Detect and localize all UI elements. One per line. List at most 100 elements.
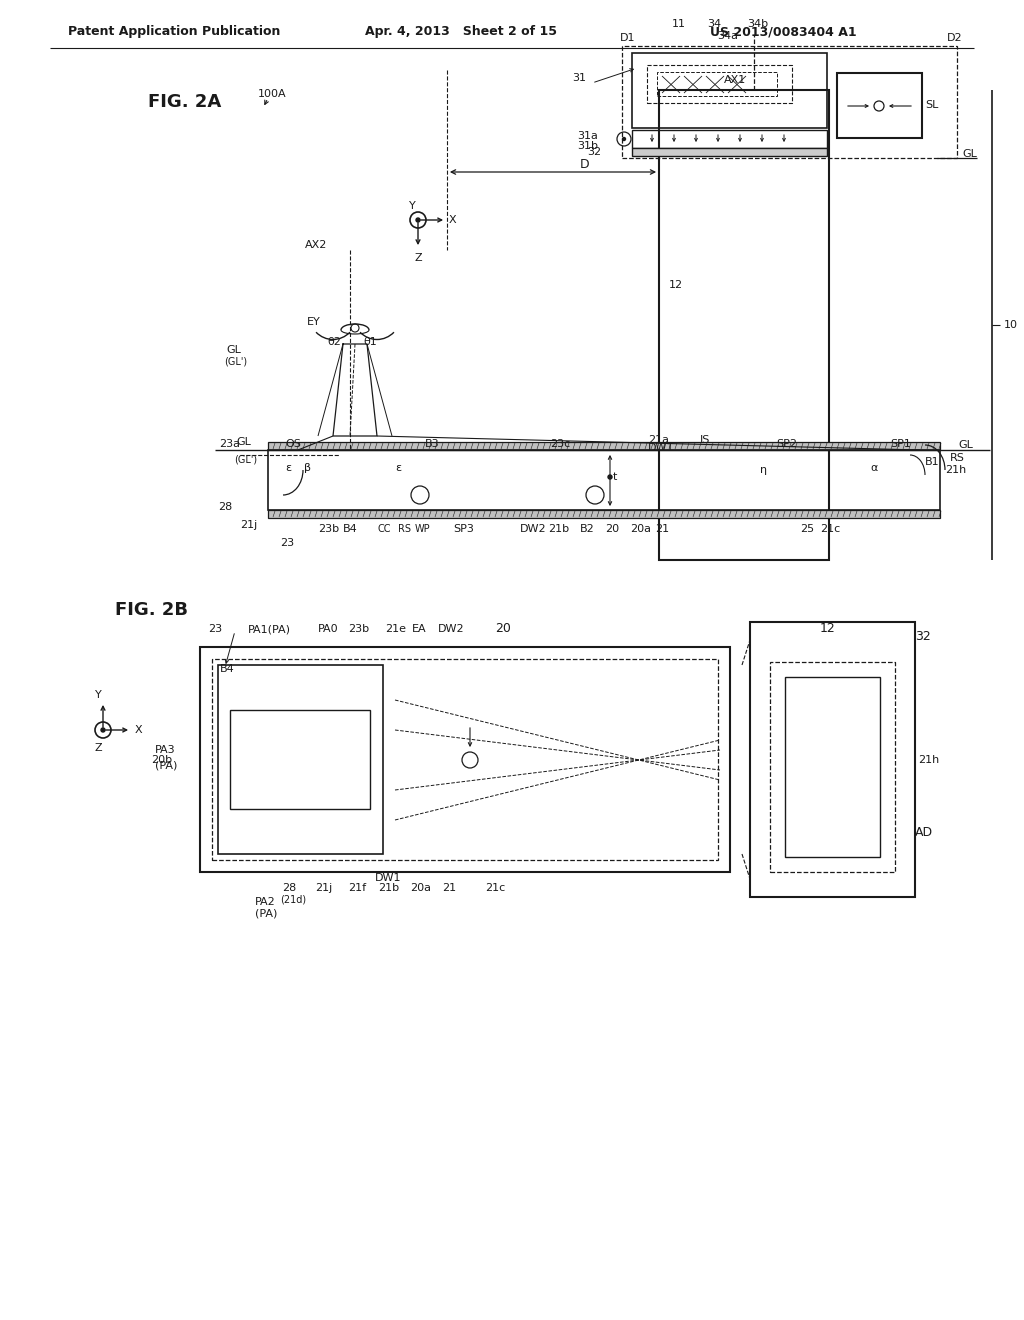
Text: 23b: 23b [318, 524, 339, 535]
Text: 28: 28 [282, 883, 296, 894]
Bar [632, 53, 827, 128]
Bar [200, 647, 730, 873]
Text: Z: Z [414, 253, 422, 263]
Text: B1: B1 [925, 457, 940, 467]
Text: SP3: SP3 [453, 524, 474, 535]
Text: GL: GL [226, 345, 241, 355]
Bar [268, 510, 940, 517]
Text: θ2: θ2 [327, 337, 341, 347]
Text: 23b: 23b [348, 624, 369, 634]
Bar [770, 663, 895, 873]
Text: (PA): (PA) [155, 760, 177, 770]
Circle shape [623, 137, 626, 140]
Text: X: X [449, 215, 457, 224]
Text: 10: 10 [1004, 319, 1018, 330]
Bar [657, 73, 777, 96]
Text: B2: B2 [580, 524, 595, 535]
Text: 32: 32 [587, 147, 601, 157]
Text: PA2: PA2 [255, 898, 275, 907]
Text: (GL'): (GL') [234, 455, 257, 465]
Bar [785, 677, 880, 857]
Text: 12: 12 [669, 280, 683, 290]
Text: DW1: DW1 [648, 444, 675, 453]
Text: 21: 21 [442, 883, 456, 894]
Bar [268, 450, 940, 510]
Text: (GL'): (GL') [224, 356, 247, 367]
Text: PA3: PA3 [155, 744, 176, 755]
Bar [750, 622, 915, 898]
Text: 28: 28 [218, 502, 232, 512]
Text: Apr. 4, 2013   Sheet 2 of 15: Apr. 4, 2013 Sheet 2 of 15 [365, 25, 557, 38]
Text: 21h: 21h [918, 755, 939, 766]
Text: t: t [613, 473, 617, 482]
Text: ε: ε [285, 463, 291, 473]
Text: Y: Y [409, 201, 416, 211]
Text: 20: 20 [605, 524, 620, 535]
Text: GL: GL [958, 440, 973, 450]
Text: 34a: 34a [717, 30, 738, 41]
Bar [632, 129, 827, 148]
Bar [632, 148, 827, 156]
Text: 21b: 21b [378, 883, 399, 894]
Bar [659, 90, 829, 560]
Bar [647, 65, 792, 103]
Text: 34b: 34b [746, 18, 768, 29]
Text: 31: 31 [572, 73, 586, 83]
Text: EA: EA [412, 624, 427, 634]
Text: 21f: 21f [348, 883, 367, 894]
Text: 12: 12 [820, 623, 836, 635]
Circle shape [101, 729, 105, 733]
Text: AD: AD [915, 825, 933, 838]
Text: Z: Z [94, 743, 101, 752]
Text: 32: 32 [915, 631, 931, 644]
Text: 25: 25 [800, 524, 814, 535]
Text: D1: D1 [620, 33, 636, 44]
Text: 23a: 23a [219, 440, 240, 449]
Text: D: D [580, 158, 590, 172]
Text: IS: IS [700, 436, 711, 445]
Text: FIG. 2A: FIG. 2A [148, 92, 221, 111]
Text: 21a: 21a [648, 436, 669, 445]
Text: 21j: 21j [240, 520, 257, 531]
Text: (21d): (21d) [280, 895, 306, 906]
Text: 23c: 23c [550, 440, 570, 449]
Text: 23: 23 [208, 624, 222, 634]
Text: X: X [135, 725, 142, 735]
Text: D2: D2 [947, 33, 963, 44]
Text: 31b: 31b [577, 141, 598, 150]
Text: OS: OS [285, 440, 301, 449]
Circle shape [416, 218, 420, 222]
Text: RS: RS [950, 453, 965, 463]
Text: AX1: AX1 [724, 75, 746, 84]
Text: 23: 23 [280, 539, 294, 548]
Text: B4: B4 [343, 524, 357, 535]
Bar [622, 46, 957, 158]
Text: GL: GL [962, 149, 977, 158]
Bar [218, 665, 383, 854]
Text: 21: 21 [655, 524, 669, 535]
Text: B4: B4 [220, 664, 234, 675]
Text: Patent Application Publication: Patent Application Publication [68, 25, 281, 38]
Text: CC: CC [378, 524, 391, 535]
Text: 21c: 21c [485, 883, 505, 894]
Text: SP1: SP1 [890, 440, 911, 449]
Text: 20: 20 [495, 623, 511, 635]
Text: θ1: θ1 [362, 337, 377, 347]
Text: B3: B3 [425, 440, 439, 449]
Bar [230, 710, 370, 809]
Text: 21h: 21h [945, 465, 967, 475]
Text: 34: 34 [707, 18, 721, 29]
Text: 21e: 21e [385, 624, 406, 634]
Text: Y: Y [94, 690, 101, 700]
Text: DW2: DW2 [438, 624, 465, 634]
Text: (PA): (PA) [255, 909, 278, 919]
Circle shape [608, 475, 612, 479]
Text: 31a: 31a [577, 131, 598, 141]
Text: AX2: AX2 [305, 240, 328, 249]
Text: 100A: 100A [258, 88, 287, 99]
Text: EY: EY [307, 317, 321, 327]
Text: FIG. 2B: FIG. 2B [115, 601, 188, 619]
Text: GL: GL [236, 437, 251, 447]
Text: WP: WP [415, 524, 431, 535]
Text: 20a: 20a [410, 883, 431, 894]
